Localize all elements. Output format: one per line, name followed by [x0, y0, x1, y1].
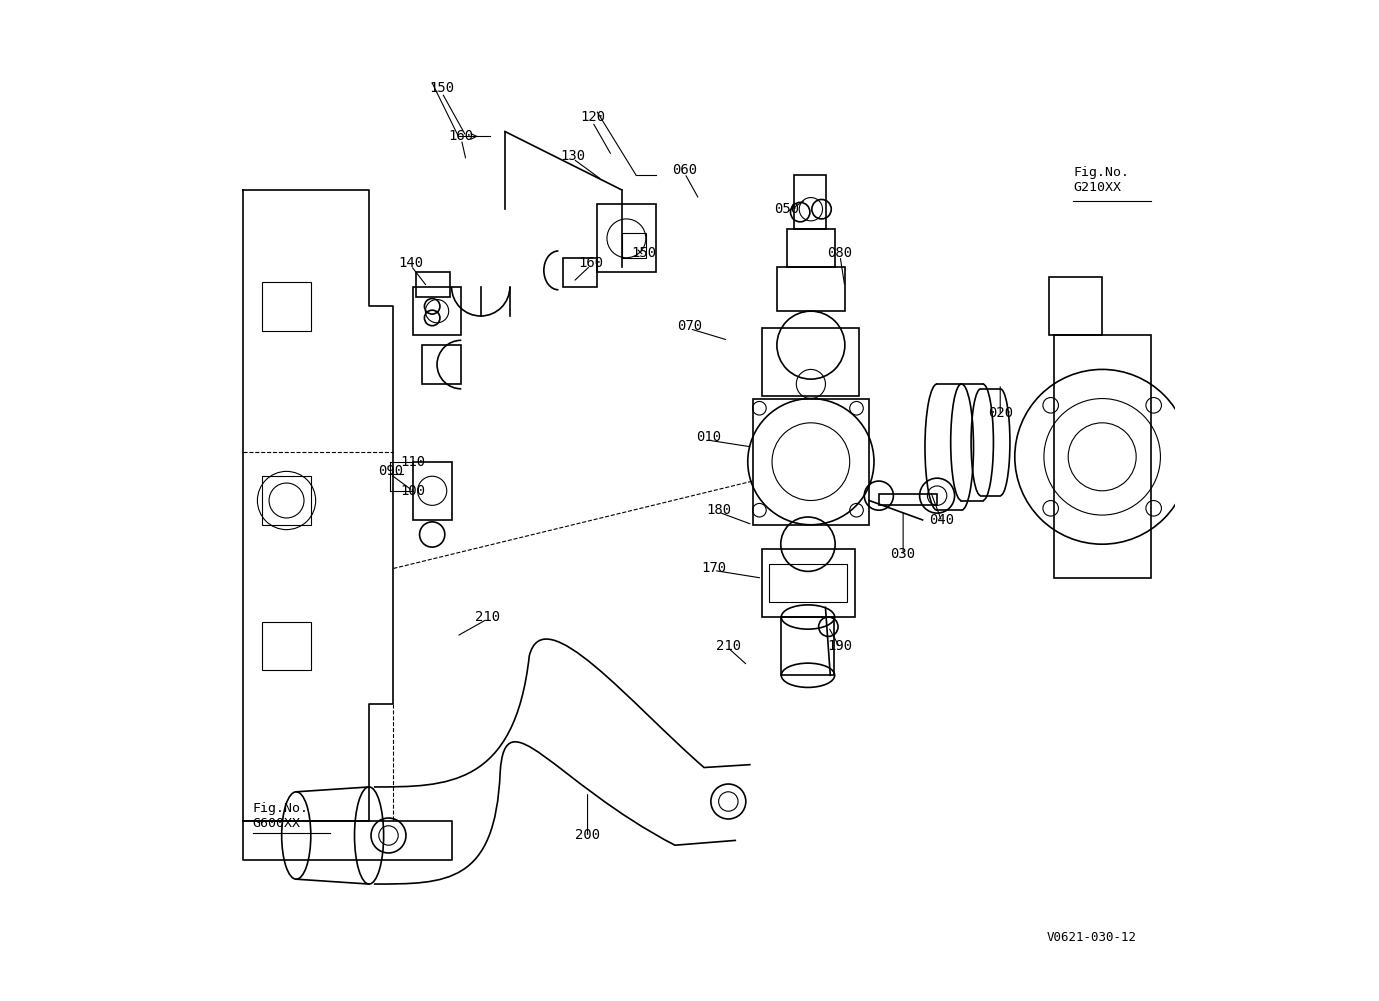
Bar — [1054, 335, 1150, 579]
Text: 040: 040 — [929, 513, 954, 527]
Text: 200: 200 — [575, 829, 600, 843]
Text: 150: 150 — [429, 81, 455, 95]
Bar — [412, 461, 451, 520]
Text: 070: 070 — [677, 318, 702, 332]
Text: 210: 210 — [716, 640, 741, 653]
Text: 150: 150 — [632, 246, 656, 260]
Text: 160: 160 — [448, 129, 474, 143]
Bar — [781, 617, 834, 676]
Bar — [763, 550, 855, 617]
Text: 210: 210 — [474, 610, 501, 624]
Bar — [763, 327, 859, 395]
Text: 140: 140 — [399, 255, 423, 269]
Text: 060: 060 — [672, 163, 698, 177]
Bar — [776, 267, 845, 311]
Text: 120: 120 — [579, 110, 605, 124]
Bar — [753, 398, 869, 525]
Bar — [262, 282, 310, 330]
Bar — [415, 272, 450, 296]
Bar — [262, 476, 310, 525]
Text: 090: 090 — [378, 464, 403, 478]
Text: Fig.No.
G210XX: Fig.No. G210XX — [1073, 166, 1129, 194]
Text: 190: 190 — [827, 640, 852, 653]
Text: 010: 010 — [696, 430, 721, 444]
Bar — [622, 233, 645, 257]
Text: 030: 030 — [891, 547, 916, 561]
Bar — [786, 228, 836, 267]
Text: 110: 110 — [400, 454, 425, 468]
Text: 100: 100 — [400, 483, 425, 497]
Text: 170: 170 — [701, 562, 727, 576]
Text: 130: 130 — [560, 149, 586, 163]
Text: Fig.No.
G600XX: Fig.No. G600XX — [252, 802, 309, 830]
Bar — [769, 564, 847, 603]
Bar — [1049, 277, 1102, 335]
Bar — [422, 345, 462, 384]
Bar — [412, 287, 462, 335]
Text: 020: 020 — [987, 406, 1012, 420]
Bar — [597, 204, 655, 272]
Text: 080: 080 — [827, 246, 852, 260]
Bar — [794, 175, 826, 228]
Text: 180: 180 — [706, 504, 731, 518]
Bar — [878, 493, 938, 506]
Bar — [262, 622, 310, 671]
Text: V0621-030-12: V0621-030-12 — [1047, 931, 1136, 944]
Text: 160: 160 — [578, 255, 603, 269]
Text: 050: 050 — [774, 202, 800, 216]
Bar — [563, 257, 597, 287]
